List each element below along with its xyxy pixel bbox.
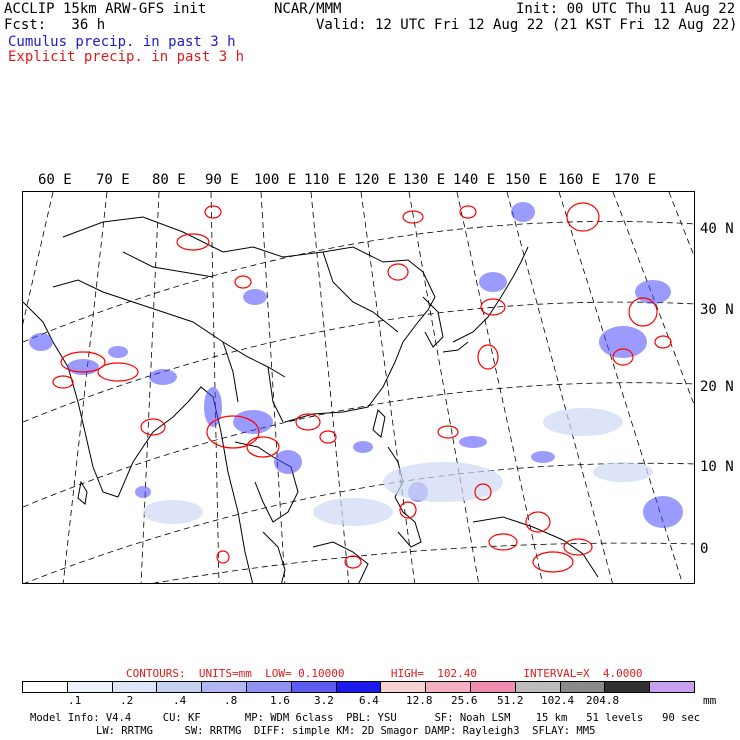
colorbar-label: .2 [120,694,134,707]
colorbar-swatch [426,682,471,692]
lon-label-150e: 150 E [505,172,548,188]
coastlines [23,216,599,583]
model-info-line2: LW: RRTMG SW: RRTMG DIFF: simple KM: 2D … [96,725,596,737]
valid-time: Valid: 12 UTC Fri 12 Aug 22 (21 KST Fri … [316,17,738,33]
precip-map [22,191,695,584]
lon-label-170e: 170 E [614,172,657,188]
colorbar-swatch [202,682,247,692]
colorbar-swatch [336,682,382,692]
lat-grid [23,221,694,583]
lon-label-140e: 140 E [453,172,496,188]
forecast-hour: Fcst: 36 h [4,17,106,33]
lat-label-40n: 40 N [700,221,734,237]
contours-info: CONTOURS: UNITS=mm LOW= 0.10000 HIGH= 10… [126,667,643,680]
colorbar-swatch [157,682,203,692]
colorbar-swatch [650,682,694,692]
lon-label-130e: 130 E [403,172,446,188]
colorbar-swatch [560,682,606,692]
lon-label-120e: 120 E [354,172,397,188]
colorbar-unit: mm [703,694,717,707]
lon-label-60e: 60 E [38,172,72,188]
colorbar-swatch [112,682,158,692]
colorbar-label: 102.4 [541,694,575,707]
colorbar-label: 1.6 [270,694,290,707]
init-time: Init: 00 UTC Thu 11 Aug 22 [516,1,736,17]
lat-label-10n: 10 N [700,459,734,475]
colorbar-label: 204.8 [586,694,620,707]
colorbar-swatch [515,682,561,692]
lon-label-160e: 160 E [558,172,601,188]
colorbar-label: .8 [224,694,238,707]
colorbar-label: .1 [68,694,82,707]
lon-label-90e: 90 E [205,172,239,188]
model-title: ACCLIP 15km ARW-GFS init [4,1,207,17]
colorbar-label: 6.4 [359,694,379,707]
legend-cumulus: Cumulus precip. in past 3 h [8,34,236,50]
lat-label-20n: 20 N [700,379,734,395]
lon-label-110e: 110 E [304,172,347,188]
colorbar-swatch [381,682,427,692]
colorbar-label: 12.8 [406,694,433,707]
lat-label-0: 0 [700,541,709,557]
colorbar-swatch [23,682,68,692]
colorbar-swatch [470,682,516,692]
cumulus-precip [29,202,683,528]
colorbar-label: .4 [173,694,187,707]
cumulus-precip-light [143,408,653,526]
colorbar-label: 25.6 [451,694,478,707]
legend-explicit: Explicit precip. in past 3 h [8,49,245,65]
colorbar-swatch [291,682,337,692]
colorbar-label: 51.2 [497,694,524,707]
lon-label-100e: 100 E [254,172,297,188]
colorbar-swatch [67,682,113,692]
org-label: NCAR/MMM [274,1,342,17]
colorbar-swatch [246,682,292,692]
colorbar-swatch [605,682,651,692]
lat-label-30n: 30 N [700,302,734,318]
map-canvas [23,192,694,583]
colorbar-label: 3.2 [314,694,334,707]
model-info-line1: Model Info: V4.4 CU: KF MP: WDM 6class P… [30,712,701,724]
lon-label-80e: 80 E [152,172,186,188]
lon-label-70e: 70 E [96,172,130,188]
explicit-precip [52,202,672,573]
colorbar [22,681,695,693]
